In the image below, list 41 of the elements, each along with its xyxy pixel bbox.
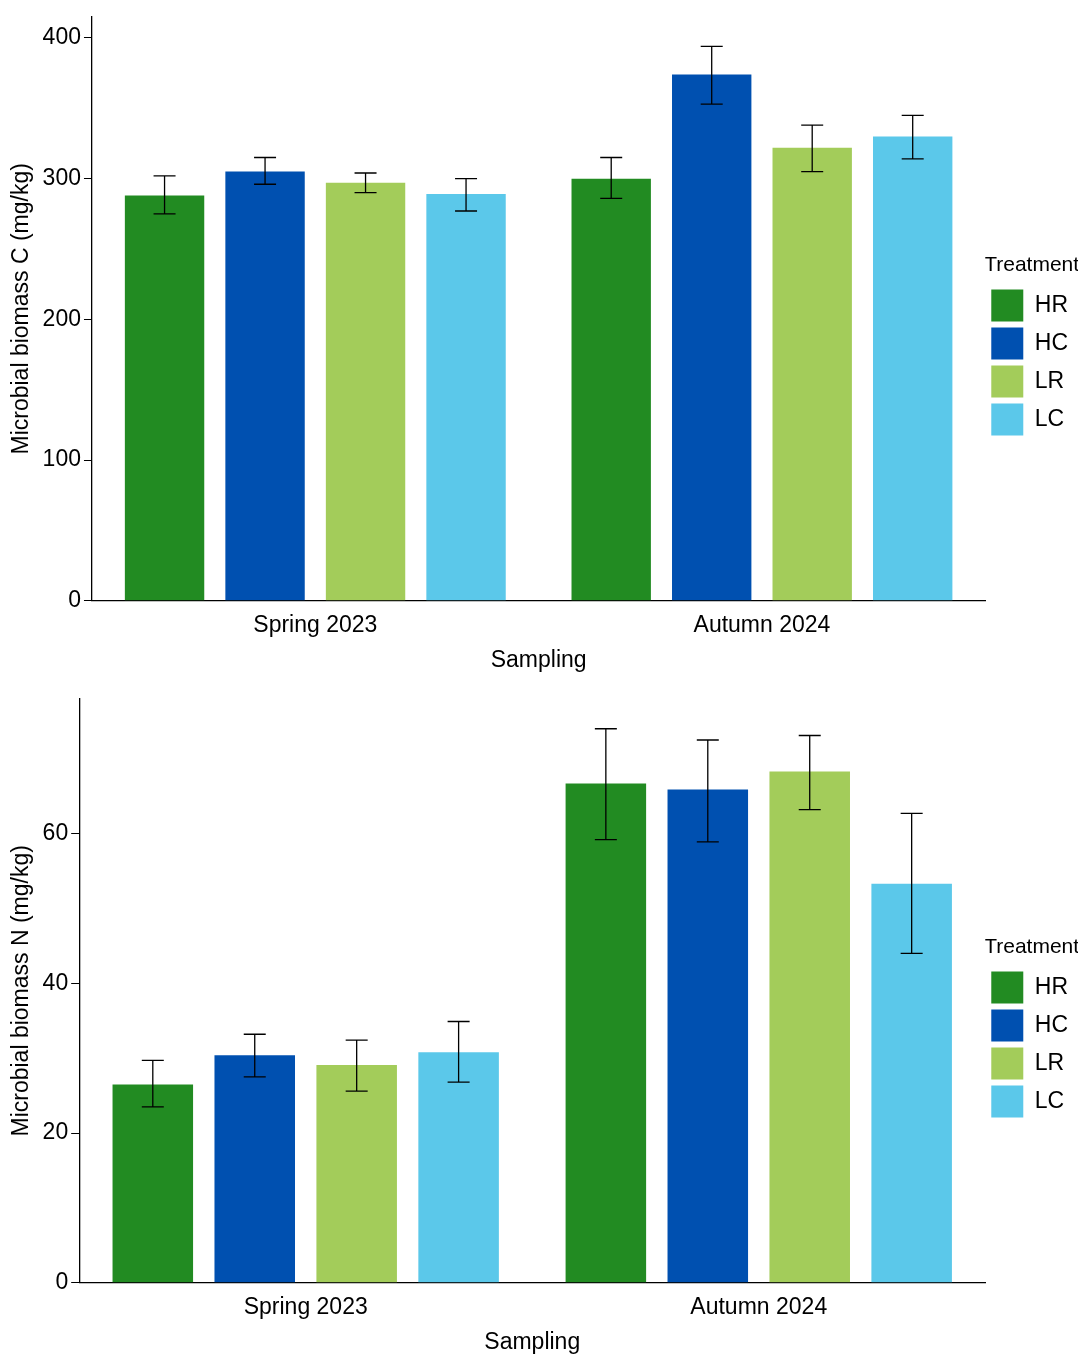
x-axis-title: Sampling	[484, 1327, 581, 1354]
bar	[214, 1055, 295, 1283]
y-tick-label: 40	[42, 968, 69, 995]
legend-label: HC	[1034, 1010, 1069, 1037]
x-tick-label: Spring 2023	[253, 610, 378, 637]
y-tick-label: 200	[42, 304, 81, 331]
y-tick-label: 20	[42, 1118, 69, 1145]
bar	[316, 1064, 397, 1283]
legend-label: HR	[1034, 290, 1069, 317]
y-tick-label: 100	[42, 445, 81, 472]
legend-label: LR	[1034, 366, 1065, 393]
bar	[565, 783, 647, 1283]
bar	[772, 147, 852, 601]
y-tick-label: 0	[68, 586, 81, 613]
bar	[124, 195, 205, 601]
y-tick-label: 400	[42, 23, 81, 50]
legend-label: HC	[1034, 328, 1069, 355]
y-axis-title: Microbial biomass C (mg/kg)	[7, 163, 34, 455]
bar	[667, 789, 749, 1283]
bar	[426, 194, 506, 601]
legend-label: LR	[1034, 1048, 1065, 1075]
bar	[325, 182, 406, 601]
y-tick-label: 300	[42, 163, 81, 190]
y-axis-title: Microbial biomass N (mg/kg)	[7, 845, 34, 1137]
y-tick-label: 60	[42, 818, 69, 845]
legend-label: HR	[1034, 972, 1069, 999]
x-tick-label: Autumn 2024	[690, 1292, 828, 1319]
bar	[571, 178, 651, 601]
bar	[112, 1084, 194, 1283]
x-axis-title: Sampling	[490, 645, 587, 672]
x-tick-label: Autumn 2024	[693, 610, 831, 637]
x-tick-label: Spring 2023	[243, 1292, 368, 1319]
bar	[873, 136, 953, 601]
bar	[225, 171, 305, 601]
bar	[871, 883, 952, 1283]
legend-label: LC	[1034, 404, 1065, 431]
legend-label: LC	[1034, 1086, 1065, 1113]
bar	[672, 74, 752, 601]
bar	[769, 771, 850, 1283]
y-tick-label: 0	[55, 1268, 69, 1295]
bar	[418, 1052, 499, 1283]
